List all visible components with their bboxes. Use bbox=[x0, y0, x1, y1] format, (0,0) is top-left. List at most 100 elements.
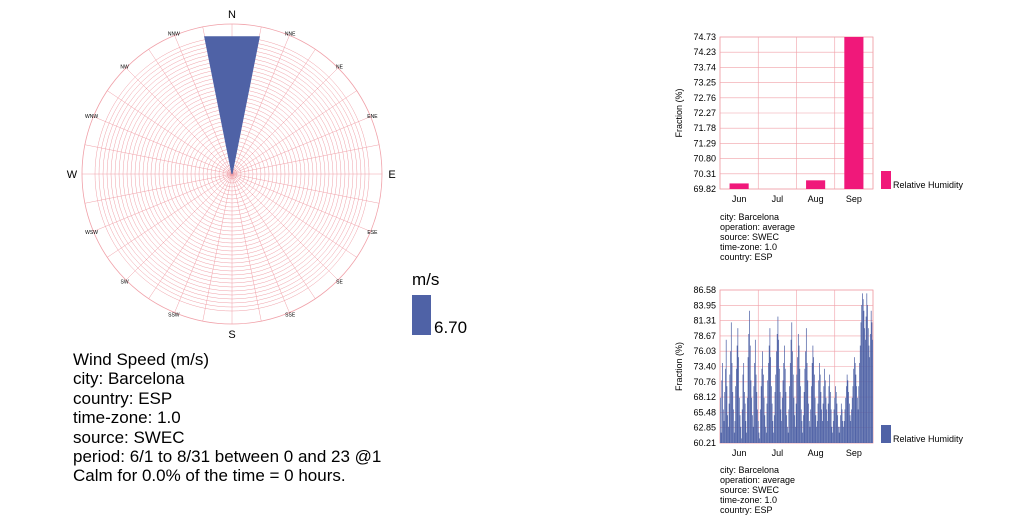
rose-spoke bbox=[231, 173, 371, 232]
bar bbox=[752, 415, 753, 443]
bar bbox=[862, 293, 863, 443]
bar bbox=[754, 339, 756, 443]
bar bbox=[754, 362, 755, 443]
bar bbox=[791, 322, 793, 443]
bar bbox=[800, 409, 802, 443]
rose-spoke bbox=[125, 67, 233, 175]
bar bbox=[746, 432, 747, 443]
bar bbox=[826, 409, 828, 443]
bar bbox=[771, 403, 773, 443]
bar bbox=[762, 351, 763, 443]
y-tick-label: 74.23 bbox=[693, 47, 716, 57]
bar bbox=[744, 392, 745, 443]
bar bbox=[848, 403, 850, 443]
info-country: country: ESP bbox=[73, 388, 173, 408]
y-tick-label: 68.12 bbox=[693, 392, 716, 402]
bar bbox=[797, 357, 798, 443]
bar bbox=[801, 421, 803, 443]
bar bbox=[868, 345, 870, 443]
rose-spoke bbox=[231, 116, 371, 175]
y-tick-label: 73.74 bbox=[693, 62, 716, 72]
bar bbox=[752, 426, 754, 443]
direction-label-ene: ENE bbox=[367, 114, 378, 120]
info-timezone: time-zone: 1.0 bbox=[720, 495, 778, 505]
bar bbox=[738, 397, 740, 443]
bar bbox=[790, 339, 792, 443]
bar bbox=[750, 380, 752, 443]
bar bbox=[787, 432, 789, 443]
info-city: city: Barcelona bbox=[720, 465, 780, 475]
bar bbox=[782, 380, 784, 443]
wind-rose-chart: N NNE NE ENE E ESE SE SSE S SSW SW WSW W WNW NW NNW bbox=[67, 9, 396, 341]
bar bbox=[771, 386, 772, 443]
bar bbox=[749, 310, 750, 443]
bar bbox=[788, 409, 790, 443]
bar bbox=[756, 392, 758, 443]
bar bbox=[832, 421, 834, 443]
bar bbox=[829, 374, 831, 443]
x-tick-label: Aug bbox=[808, 448, 824, 458]
bar bbox=[846, 386, 847, 443]
y-tick-label: 60.21 bbox=[693, 438, 716, 448]
bar bbox=[783, 362, 785, 443]
bar bbox=[787, 426, 788, 443]
rose-spoke bbox=[202, 173, 233, 322]
x-tick-label: Sep bbox=[846, 448, 862, 458]
bar bbox=[733, 409, 734, 443]
bar bbox=[804, 368, 806, 443]
bar bbox=[848, 392, 849, 443]
bar bbox=[819, 362, 820, 443]
bar bbox=[867, 328, 869, 443]
daily-humidity-chart: 86.58 83.95 81.31 78.67 76.03 73.40 70.76 68.12… bbox=[674, 285, 964, 458]
bar bbox=[824, 380, 826, 443]
wind-legend-unit: m/s bbox=[412, 270, 440, 289]
y-tick-label: 76.03 bbox=[693, 346, 716, 356]
bar bbox=[819, 374, 821, 443]
bar bbox=[844, 37, 864, 189]
y-tick-label: 74.73 bbox=[693, 32, 716, 42]
direction-label-nw: NW bbox=[120, 65, 129, 71]
y-tick-label: 78.67 bbox=[693, 331, 716, 341]
bar bbox=[803, 415, 804, 443]
info-calm: Calm for 0.0% of the time = 0 hours. bbox=[73, 466, 346, 486]
bar bbox=[805, 328, 807, 443]
bar bbox=[824, 368, 825, 443]
info-period: period: 6/1 to 8/31 between 0 and 23 @1 bbox=[73, 447, 382, 467]
bar bbox=[859, 362, 860, 443]
bar bbox=[745, 421, 747, 443]
bar bbox=[843, 426, 844, 443]
rose-spoke bbox=[231, 173, 316, 299]
direction-label-n: N bbox=[228, 9, 236, 21]
bar bbox=[730, 351, 731, 443]
wind-rose-bars bbox=[204, 36, 260, 175]
bar bbox=[766, 403, 768, 443]
bar bbox=[822, 403, 824, 443]
bar bbox=[789, 362, 791, 443]
rose-spoke bbox=[231, 173, 339, 281]
rose-spoke bbox=[174, 173, 233, 313]
rose-spoke bbox=[231, 173, 357, 258]
bar bbox=[823, 386, 825, 443]
legend-swatch bbox=[881, 171, 891, 189]
bar bbox=[832, 432, 833, 443]
bar bbox=[748, 333, 750, 443]
y-tick-label: 86.58 bbox=[693, 285, 716, 295]
direction-label-wsw: WSW bbox=[85, 230, 98, 236]
bar bbox=[741, 409, 743, 443]
rose-spoke bbox=[231, 173, 380, 204]
bar bbox=[822, 421, 823, 443]
bar bbox=[768, 345, 770, 443]
x-tick-label: Sep bbox=[846, 194, 862, 204]
bar bbox=[731, 362, 733, 443]
bar bbox=[729, 374, 731, 443]
daily-chart-info: city: Barcelona operation: average sourc… bbox=[720, 465, 795, 515]
bar bbox=[779, 368, 780, 443]
bar bbox=[827, 403, 829, 443]
bar bbox=[730, 322, 732, 443]
bar bbox=[870, 333, 871, 443]
bar bbox=[734, 421, 736, 443]
info-source: source: SWEC bbox=[720, 232, 780, 242]
bar bbox=[847, 380, 849, 443]
rose-spoke bbox=[93, 116, 233, 175]
rose-spoke bbox=[231, 173, 290, 313]
